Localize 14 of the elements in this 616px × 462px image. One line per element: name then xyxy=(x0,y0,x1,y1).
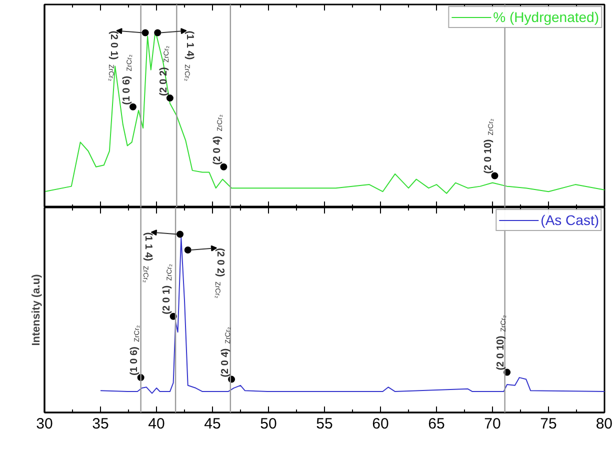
x-tick-label: 75 xyxy=(540,416,557,432)
x-tick-label: 50 xyxy=(260,416,277,432)
x-tick-label: 55 xyxy=(316,416,333,432)
y-axis-title: Intensity (a.u) xyxy=(30,274,42,346)
x-tick-label: 60 xyxy=(372,416,389,432)
legend-label: (As Cast) xyxy=(540,212,599,228)
x-tick-label: 45 xyxy=(204,416,221,432)
x-tick-label: 70 xyxy=(484,416,501,432)
x-tick-label: 65 xyxy=(428,416,445,432)
x-tick-label: 80 xyxy=(596,416,613,432)
x-tick-label: 40 xyxy=(148,416,165,432)
x-tick-label: 35 xyxy=(92,416,109,432)
x-tick-label: 30 xyxy=(36,416,53,432)
text: % (Hydrgenated) xyxy=(493,9,599,25)
